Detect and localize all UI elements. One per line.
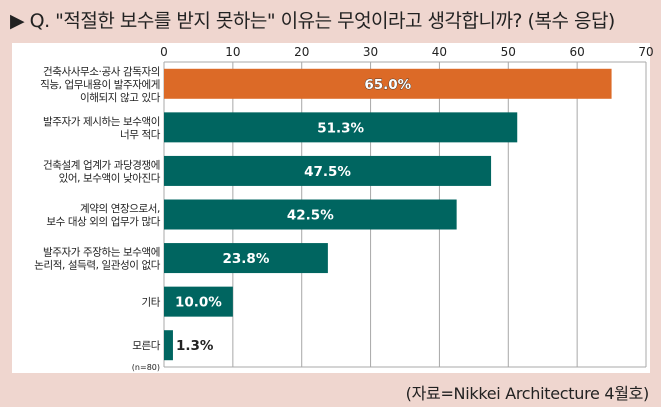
x-tick-label: 10 xyxy=(225,45,240,59)
category-label: 있어, 보수액이 낮아진다 xyxy=(59,172,161,184)
category-label: 발주자가 주장하는 보수액에 xyxy=(43,246,160,259)
category-label: 모른다 xyxy=(132,340,161,352)
category-label: 논리적, 설득력, 일관성이 없다 xyxy=(34,259,161,272)
source-note: (자료=Nikkei Architecture 4월호) xyxy=(405,384,650,403)
category-label: 기타 xyxy=(141,297,160,309)
bar-value-label: 47.5% xyxy=(304,164,351,180)
x-tick-label: 0 xyxy=(160,45,168,59)
x-tick-label: 40 xyxy=(432,45,447,59)
category-label: 보수 대상 외의 업무가 많다 xyxy=(46,215,160,228)
category-label: 건축설계 업계가 과당경쟁에 xyxy=(43,158,160,171)
category-label: 발주자가 제시하는 보수액이 xyxy=(43,115,160,128)
bar-value-label: 10.0% xyxy=(175,295,222,311)
sample-size-note: (n=80) xyxy=(132,363,160,372)
category-label: 건축사사무소·공사 감독자의 xyxy=(43,66,160,78)
bar xyxy=(164,199,457,230)
x-tick-label: 70 xyxy=(638,45,653,59)
x-tick-label: 50 xyxy=(501,45,516,59)
bar xyxy=(164,330,173,361)
bar xyxy=(164,286,233,317)
chart-title: ▶ Q. "적절한 보수를 받지 못하는" 이유는 무엇이라고 생각합니까? (… xyxy=(10,10,615,32)
bar xyxy=(164,243,328,274)
bar xyxy=(164,112,518,143)
bar xyxy=(164,155,492,186)
category-label: 직능, 업무내용이 발주자에게 xyxy=(40,78,160,91)
bar-value-label: 23.8% xyxy=(223,251,270,267)
category-label: 이해되지 않고 있다 xyxy=(80,91,161,104)
category-label: 계약의 연장으로서, xyxy=(80,203,160,215)
x-tick-label: 30 xyxy=(363,45,378,59)
bar-value-label: 1.3% xyxy=(176,338,214,354)
bar-value-label: 51.3% xyxy=(317,120,364,136)
bar xyxy=(164,68,612,99)
bar-value-label: 65.0% xyxy=(364,77,411,93)
category-label: 너무 적다 xyxy=(120,129,161,141)
x-tick-label: 20 xyxy=(294,45,309,59)
bar-value-label: 42.5% xyxy=(287,208,334,224)
x-tick-label: 60 xyxy=(570,45,585,59)
